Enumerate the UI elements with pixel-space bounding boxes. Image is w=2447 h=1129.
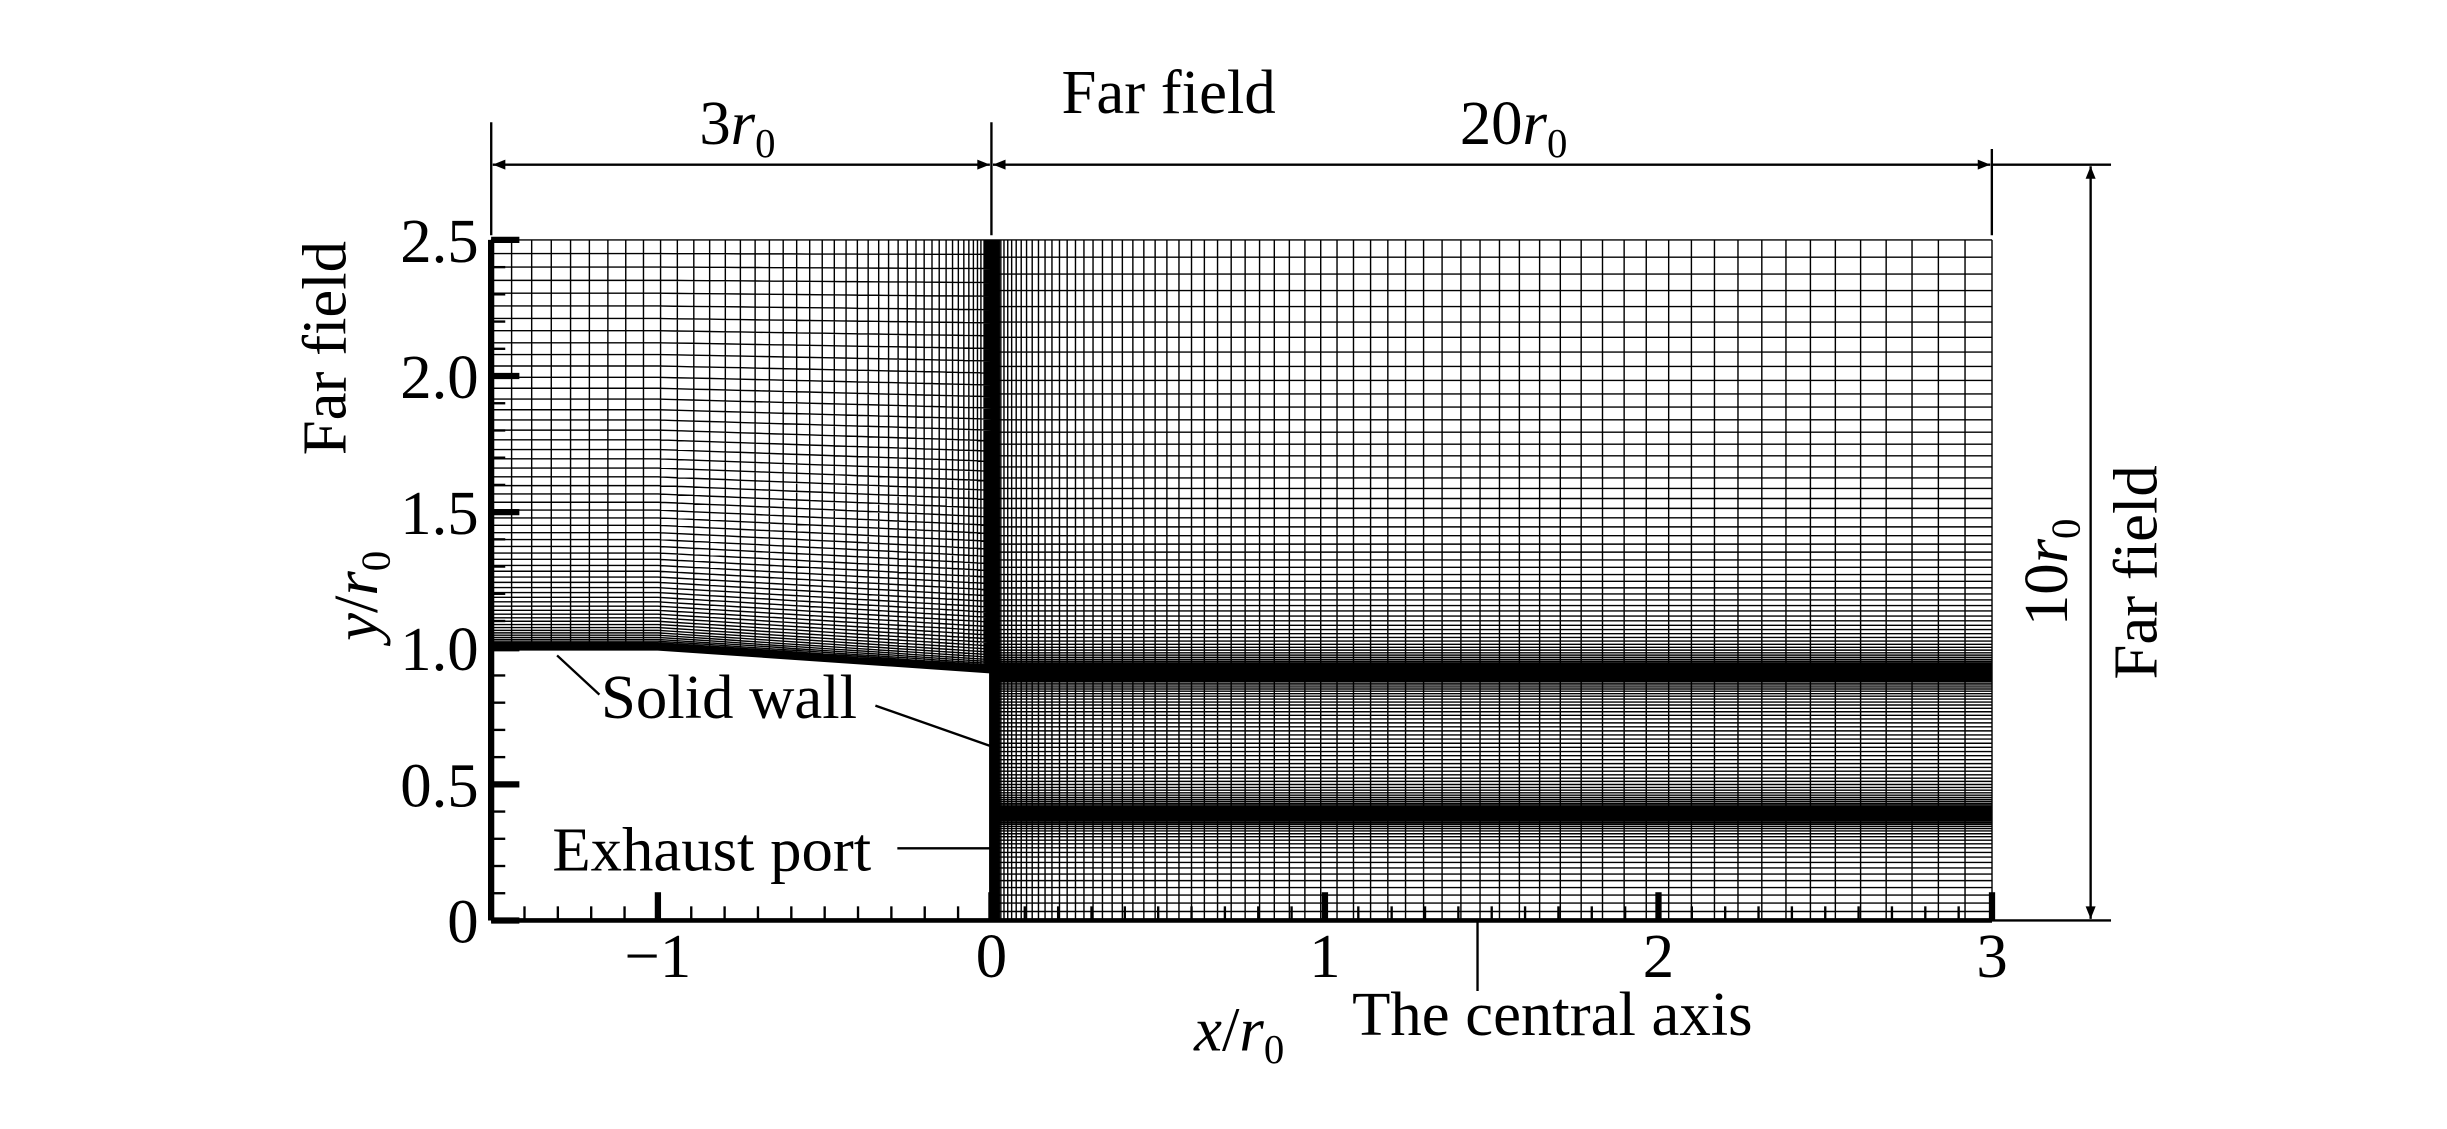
y-axis-label: y/r0 [321, 551, 399, 647]
dim-left: 3r0 [699, 88, 775, 166]
solid-wall [491, 645, 994, 921]
axis-var: r [1239, 995, 1264, 1065]
dim-sub: 0 [1547, 121, 1567, 166]
x-tick-label: −1 [625, 921, 692, 991]
axis-sub: 0 [353, 551, 398, 571]
axis-slash: / [1222, 995, 1240, 1065]
dim-right: 20r0 [1460, 88, 1568, 166]
axis-sub: 0 [1264, 1027, 1284, 1072]
x-tick-label: 1 [1309, 921, 1340, 991]
dim-var: r [2011, 538, 2081, 563]
y-tick-label: 1.5 [400, 478, 478, 548]
left-far-field: Far field [289, 241, 359, 455]
x-tick-label: 0 [976, 921, 1007, 991]
solid-wall-label: Solid wall [601, 662, 857, 732]
dim-var: r [731, 88, 756, 158]
y-tick-label: 2.5 [400, 206, 478, 276]
exhaust-port-label: Exhaust port [552, 814, 871, 884]
y-tick-label: 1.0 [400, 614, 478, 684]
axis-var: y [321, 613, 391, 647]
y-tick-label: 0.5 [400, 750, 478, 820]
dim-sub: 0 [2044, 519, 2089, 539]
central-axis-label: The central axis [1352, 979, 1753, 1049]
x-axis-label: x/r0 [1193, 995, 1284, 1073]
dim-num: 10 [2011, 563, 2081, 626]
x-tick-label: 2 [1643, 921, 1674, 991]
mesh [490, 239, 1993, 922]
axis-slash: / [321, 595, 391, 613]
axis-var: x [1193, 995, 1222, 1065]
y-tick-label: 0 [447, 886, 478, 956]
top-far-field: Far field [1062, 57, 1276, 127]
axis-var: r [321, 571, 391, 596]
dim-sub: 0 [755, 121, 775, 166]
dim-num: 3 [699, 88, 730, 158]
dim-var: r [1523, 88, 1548, 158]
dim-height: 10r0 [2011, 519, 2089, 627]
right-far-field: Far field [2100, 465, 2170, 679]
dimension-lines [490, 122, 2112, 992]
x-tick-label: 3 [1976, 921, 2007, 991]
dim-num: 20 [1460, 88, 1523, 158]
axes [488, 236, 1996, 924]
y-tick-label: 2.0 [400, 342, 478, 412]
